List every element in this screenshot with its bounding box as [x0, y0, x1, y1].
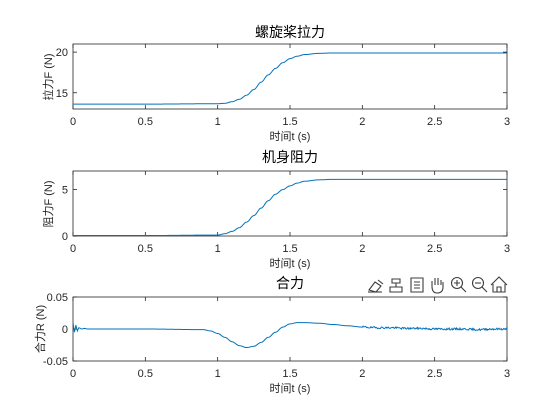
plot-area	[72, 43, 508, 110]
x-tick-label: 1	[215, 368, 221, 380]
axes-body-drag[interactable]: 机身阻力 0 0.5 1 1.5 2 2.5 3 0 5 时间t (s) 阻力F (N)	[42, 149, 510, 270]
y-tick-label: 0	[62, 231, 68, 243]
x-tick-label: 2	[359, 243, 365, 255]
x-tick-label: 2.5	[427, 243, 442, 255]
y-tick-label: 0.05	[47, 292, 68, 304]
x-ticks: 0 0.5 1 1.5 2 2.5 3	[70, 171, 510, 255]
home-icon[interactable]	[490, 276, 508, 294]
zoom-in-icon[interactable]	[450, 276, 468, 294]
data-tip-icon[interactable]	[387, 276, 405, 294]
x-ticks: 0 0.5 1 1.5 2 2.5 3	[70, 297, 510, 380]
zoom-out-icon[interactable]	[471, 276, 489, 294]
brush-icon[interactable]	[366, 276, 384, 294]
x-axis-label: 时间t (s)	[270, 130, 311, 143]
axes-toolbar	[366, 276, 508, 294]
x-tick-label: 0.5	[138, 243, 153, 255]
y-tick-label: 15	[56, 88, 68, 100]
x-tick-label: 0	[70, 243, 76, 255]
x-tick-label: 0.5	[138, 368, 153, 380]
chart-title: 机身阻力	[262, 149, 318, 165]
x-tick-label: 3	[504, 116, 510, 128]
x-axis-label: 时间t (s)	[270, 382, 311, 395]
x-ticks: 0 0.5 1 1.5 2 2.5 3	[70, 44, 510, 128]
x-tick-label: 1.5	[282, 368, 297, 380]
x-tick-label: 1.5	[282, 116, 297, 128]
pan-icon[interactable]	[429, 276, 447, 294]
y-tick-label: 20	[56, 47, 68, 59]
chart-title: 合力	[276, 275, 304, 291]
x-tick-label: 2	[359, 368, 365, 380]
y-axis-label: 阻力F (N)	[42, 180, 55, 227]
x-tick-label: 2.5	[427, 116, 442, 128]
x-tick-label: 2.5	[427, 368, 442, 380]
x-tick-label: 2	[359, 116, 365, 128]
y-tick-label: 0	[62, 324, 68, 336]
series-line	[73, 52, 507, 105]
chart-title: 螺旋桨拉力	[255, 24, 325, 40]
x-tick-label: 1	[215, 116, 221, 128]
x-tick-label: 0	[70, 116, 76, 128]
y-tick-label: 5	[62, 185, 68, 197]
x-axis-label: 时间t (s)	[270, 257, 311, 270]
y-axis-label: 拉力F (N)	[41, 53, 55, 100]
x-tick-label: 1.5	[282, 243, 297, 255]
x-tick-label: 3	[504, 243, 510, 255]
y-tick-label: -0.05	[43, 356, 68, 368]
series-line	[72, 322, 508, 349]
x-tick-label: 0	[70, 368, 76, 380]
x-tick-label: 1	[215, 243, 221, 255]
x-tick-label: 3	[504, 368, 510, 380]
y-axis-label: 合力R (N)	[33, 305, 47, 353]
x-tick-label: 0.5	[138, 116, 153, 128]
legend-icon[interactable]	[408, 276, 426, 294]
series-line	[73, 178, 507, 237]
plot-area	[72, 170, 508, 237]
y-ticks: -0.05 0 0.05	[43, 292, 507, 368]
